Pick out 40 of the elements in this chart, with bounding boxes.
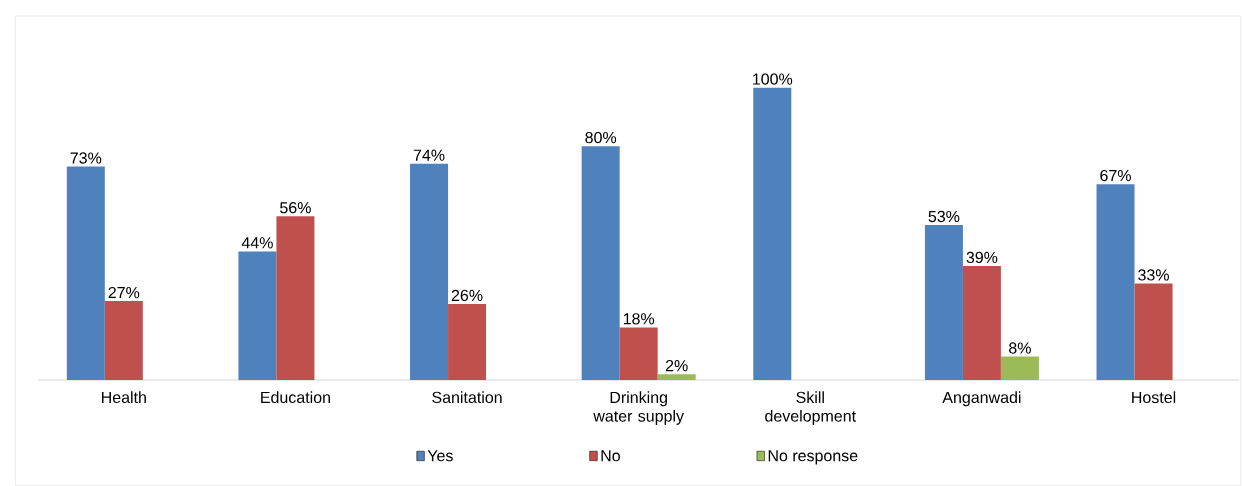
bar	[1134, 283, 1173, 380]
data-label: 18%	[623, 313, 655, 325]
data-label: 2%	[665, 359, 688, 372]
data-label: 39%	[966, 251, 998, 264]
bar	[962, 266, 1001, 380]
legend-label: No	[601, 450, 620, 462]
data-label: 8%	[1009, 342, 1031, 354]
x-tick-label: Education	[261, 391, 330, 404]
data-label: 80%	[585, 131, 617, 144]
data-label: 67%	[1100, 169, 1131, 182]
bar	[276, 216, 315, 380]
x-tick-label: Anganwadi	[942, 391, 1021, 407]
bar	[410, 163, 449, 380]
data-label: 74%	[413, 149, 445, 161]
x-tick-label: Health	[102, 391, 146, 404]
data-label: 53%	[928, 210, 960, 223]
bar	[657, 374, 696, 380]
bar	[238, 251, 277, 380]
bar	[66, 166, 105, 380]
data-label: 100%	[753, 73, 793, 85]
bar	[619, 327, 658, 380]
bar	[924, 225, 963, 380]
data-label: 56%	[280, 202, 311, 214]
data-label: 44%	[241, 237, 273, 249]
bar	[581, 146, 620, 380]
bar	[104, 301, 143, 380]
legend-label: No response	[768, 450, 858, 465]
x-tick-label: Hostel	[1132, 391, 1176, 404]
data-label: 27%	[108, 286, 140, 299]
bar	[1096, 184, 1135, 380]
data-label: 33%	[1138, 269, 1169, 281]
data-label: 26%	[451, 289, 483, 302]
x-tick-label: Drinking water supply	[593, 391, 684, 425]
x-tick-label: Sanitation	[432, 391, 502, 404]
bar	[753, 87, 792, 380]
legend-label: Yes	[427, 450, 453, 462]
x-tick-label: Skill development	[765, 391, 856, 425]
bar	[448, 304, 487, 380]
data-label: 73%	[70, 152, 102, 164]
bar	[1000, 356, 1039, 380]
